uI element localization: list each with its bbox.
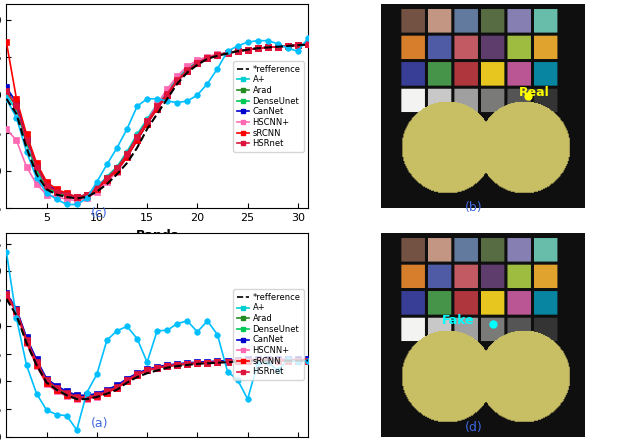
Text: (b): (b)	[465, 201, 483, 214]
Text: (d): (d)	[465, 422, 483, 434]
Text: (a): (a)	[90, 417, 108, 430]
Text: (c): (c)	[91, 208, 108, 220]
Text: Real: Real	[518, 86, 549, 99]
Legend: *refference, A+, Arad, DenseUnet, CanNet, HSCNN+, sRCNN, HSRnet: *refference, A+, Arad, DenseUnet, CanNet…	[233, 61, 304, 152]
Text: Fake: Fake	[442, 314, 475, 328]
X-axis label: Bands: Bands	[136, 229, 179, 242]
Legend: *refference, A+, Arad, DenseUnet, CanNet, HSCNN+, sRCNN, HSRnet: *refference, A+, Arad, DenseUnet, CanNet…	[233, 289, 304, 380]
